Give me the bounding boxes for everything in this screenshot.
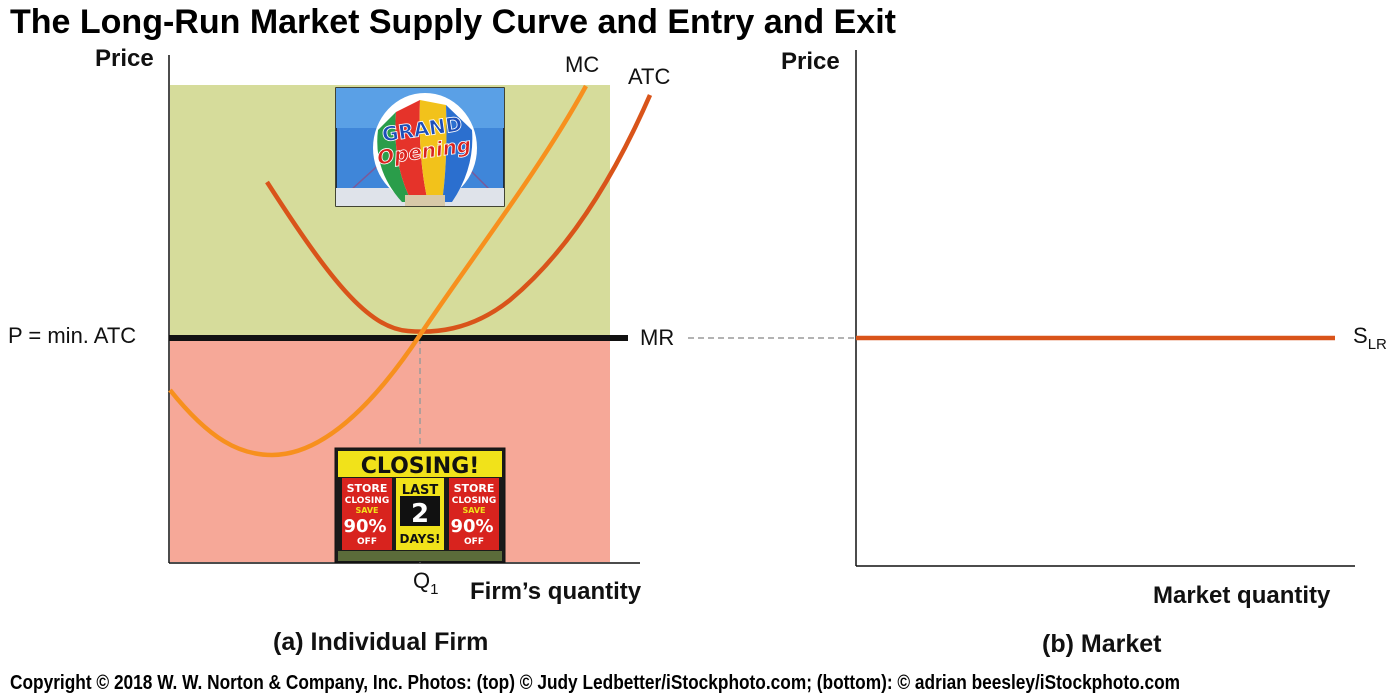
copyright-notice: Copyright © 2018 W. W. Norton & Company,… [10,672,1180,694]
firm-y-axis-label: Price [95,45,154,72]
price-min-atc-label: P = min. ATC [8,323,136,348]
svg-text:OFF: OFF [357,537,377,547]
atc-curve [265,94,653,334]
grand-opening-balloon-photo: GRAND Opening [335,87,505,207]
q1-label: Q1 [413,568,438,598]
mr-label: MR [640,325,674,350]
svg-text:SAVE: SAVE [462,506,485,515]
svg-text:CLOSING: CLOSING [345,496,389,506]
svg-text:CLOSING!: CLOSING! [361,454,480,479]
figure-title: The Long-Run Market Supply Curve and Ent… [10,3,896,41]
svg-text:2: 2 [411,499,429,529]
market-y-axis-label: Price [781,48,840,75]
store-closing-signs-photo: CLOSING! STORE CLOSING SAVE 90% OFF LAST… [334,447,506,563]
svg-text:LAST: LAST [402,483,439,498]
panel-a-caption: (a) Individual Firm [273,628,488,656]
svg-text:CLOSING: CLOSING [452,496,496,506]
svg-text:90%: 90% [343,516,386,537]
svg-text:DAYS!: DAYS! [400,532,441,546]
atc-label: ATC [628,64,670,89]
slr-label: SLR [1353,323,1387,353]
svg-text:STORE: STORE [454,482,495,495]
panel-individual-firm: GRAND Opening CLOSING! STORE CLOSING SAV… [8,45,674,656]
mc-label: MC [565,52,599,77]
panel-market: Price Market quantity SLR (b) Market [781,48,1387,658]
panel-b-caption: (b) Market [1042,630,1162,658]
svg-text:STORE: STORE [347,482,388,495]
mc-curve [168,84,588,458]
svg-text:OFF: OFF [464,537,484,547]
svg-text:90%: 90% [450,516,493,537]
market-x-axis-label: Market quantity [1153,582,1331,609]
svg-text:SAVE: SAVE [355,506,378,515]
firm-x-axis-label: Firm’s quantity [470,578,642,605]
